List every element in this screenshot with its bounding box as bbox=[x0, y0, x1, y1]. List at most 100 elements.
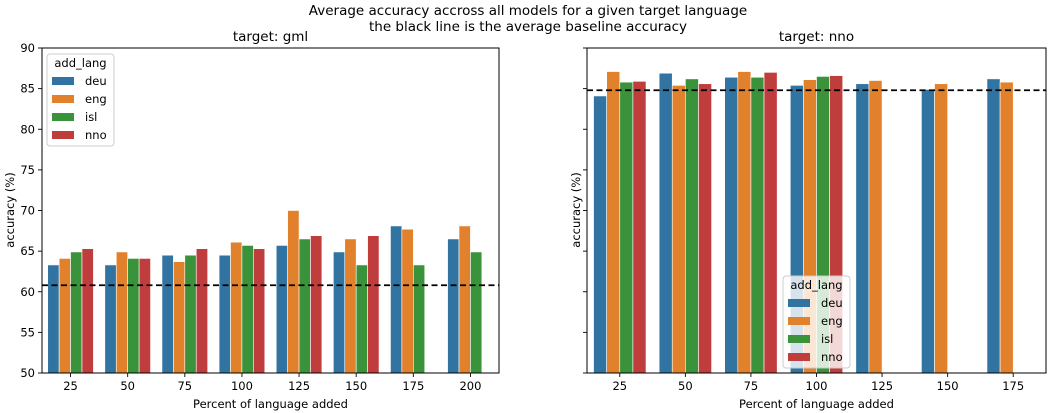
y-tick-label-gml-60: 60 bbox=[20, 285, 35, 299]
bar-gml-isl-125 bbox=[298, 238, 311, 374]
bar-gml-eng-125 bbox=[287, 210, 300, 374]
x-axis-label-gml: Percent of language added bbox=[193, 397, 348, 411]
y-axis-label-gml: accuracy (%) bbox=[3, 172, 17, 247]
bar-nno-deu-50 bbox=[658, 72, 673, 374]
bar-gml-nno-125 bbox=[310, 235, 323, 374]
bar-gml-isl-75 bbox=[184, 254, 197, 374]
bar-gml-deu-25 bbox=[47, 264, 60, 374]
y-axis-label-nno: accuracy (%) bbox=[569, 172, 583, 247]
y-tick-label-gml-55: 55 bbox=[20, 325, 35, 339]
bar-nno-nno-75 bbox=[763, 72, 778, 374]
bar-nno-eng-125 bbox=[868, 80, 883, 374]
bar-nno-nno-25 bbox=[632, 81, 647, 374]
bar-nno-isl-75 bbox=[750, 76, 765, 374]
bar-nno-eng-50 bbox=[671, 85, 686, 374]
panel-title-nno: target: nno bbox=[779, 29, 854, 45]
panel-title-gml: target: gml bbox=[233, 29, 308, 45]
y-tick-label-gml-85: 85 bbox=[20, 82, 35, 96]
legend-label-gml-deu: deu bbox=[85, 74, 107, 88]
x-tick-label-gml-100: 100 bbox=[231, 379, 253, 393]
x-tick-label-nno-100: 100 bbox=[806, 379, 828, 393]
figure-title-line-1: Average accuracy accross all models for … bbox=[309, 3, 747, 19]
x-tick-label-gml-25: 25 bbox=[63, 379, 78, 393]
bar-nno-eng-75 bbox=[737, 71, 752, 374]
y-tick-label-gml-70: 70 bbox=[20, 204, 35, 218]
legend-swatch-gml-eng bbox=[52, 95, 74, 103]
axes-frame-gml bbox=[41, 47, 500, 374]
bar-nno-deu-25 bbox=[593, 95, 607, 374]
legend-title-gml: add_lang bbox=[54, 56, 106, 70]
x-tick-label-gml-175: 175 bbox=[402, 379, 424, 393]
bar-nno-deu-150 bbox=[921, 89, 935, 374]
x-tick-label-nno-75: 75 bbox=[744, 379, 759, 393]
bar-nno-nno-50 bbox=[698, 83, 712, 374]
bar-gml-deu-100 bbox=[218, 254, 231, 374]
legend-label-gml-nno: nno bbox=[85, 128, 107, 142]
bar-gml-isl-150 bbox=[355, 264, 368, 374]
legend-label-nno-isl: isl bbox=[821, 332, 833, 346]
bar-gml-isl-50 bbox=[127, 258, 140, 374]
legend-label-nno-deu: deu bbox=[821, 296, 843, 310]
bar-gml-eng-100 bbox=[230, 241, 243, 374]
x-tick-label-nno-25: 25 bbox=[612, 379, 627, 393]
x-tick-label-nno-50: 50 bbox=[678, 379, 693, 393]
bar-gml-deu-150 bbox=[333, 251, 346, 374]
bar-gml-nno-150 bbox=[367, 235, 380, 374]
bar-gml-eng-25 bbox=[58, 258, 71, 374]
bar-nno-eng-150 bbox=[934, 83, 948, 374]
legend-label-gml-eng: eng bbox=[85, 92, 107, 106]
bars-gml bbox=[47, 210, 483, 374]
bar-nno-eng-25 bbox=[606, 71, 621, 374]
y-tick-label-gml-80: 80 bbox=[20, 122, 35, 136]
ticks-gml: 25 50 75 100 125 150 175 200 50 55 60 65 70 75 80 85 90 bbox=[20, 41, 481, 393]
x-tick-label-gml-125: 125 bbox=[288, 379, 310, 393]
legend-swatch-nno-deu bbox=[788, 299, 810, 307]
bar-gml-eng-75 bbox=[173, 261, 186, 374]
bar-gml-eng-200 bbox=[458, 225, 471, 374]
legend-swatch-gml-nno bbox=[52, 131, 74, 139]
bar-gml-nno-100 bbox=[253, 248, 266, 374]
bar-gml-isl-100 bbox=[241, 245, 254, 374]
bar-nno-deu-175 bbox=[986, 78, 1001, 374]
y-tick-label-gml-65: 65 bbox=[20, 244, 35, 258]
y-tick-label-gml-75: 75 bbox=[20, 163, 35, 177]
bar-gml-isl-200 bbox=[470, 251, 483, 374]
bar-gml-isl-175 bbox=[413, 264, 426, 374]
x-tick-label-gml-200: 200 bbox=[459, 379, 481, 393]
bar-gml-eng-150 bbox=[344, 238, 357, 374]
legend-label-nno-nno: nno bbox=[821, 350, 843, 364]
legend-swatch-nno-isl bbox=[788, 335, 810, 343]
x-axis-label-nno: Percent of language added bbox=[739, 397, 894, 411]
bar-nno-isl-25 bbox=[619, 81, 634, 374]
x-tick-label-nno-175: 175 bbox=[1002, 379, 1024, 393]
bar-gml-deu-50 bbox=[104, 264, 117, 374]
x-tick-label-gml-50: 50 bbox=[120, 379, 135, 393]
bar-gml-deu-75 bbox=[161, 254, 174, 374]
legend-swatch-gml-isl bbox=[52, 113, 74, 121]
bar-nno-deu-125 bbox=[855, 83, 870, 374]
bar-gml-eng-50 bbox=[115, 251, 128, 374]
x-tick-label-gml-150: 150 bbox=[345, 379, 367, 393]
legend-title-nno: add_lang bbox=[790, 278, 842, 292]
bar-nno-deu-75 bbox=[724, 76, 739, 374]
bar-gml-deu-175 bbox=[390, 225, 403, 374]
legend-label-gml-isl: isl bbox=[85, 110, 97, 124]
legend-swatch-gml-deu bbox=[52, 77, 74, 85]
chart-panel-gml: target: gml Percent of language added ac… bbox=[3, 29, 500, 411]
bar-nno-eng-175 bbox=[999, 81, 1014, 374]
x-tick-label-gml-75: 75 bbox=[177, 379, 192, 393]
bar-gml-isl-25 bbox=[70, 251, 83, 374]
x-tick-label-nno-125: 125 bbox=[871, 379, 893, 393]
bar-gml-deu-200 bbox=[447, 238, 460, 374]
bar-nno-isl-50 bbox=[685, 78, 699, 374]
y-tick-label-gml-90: 90 bbox=[20, 41, 35, 55]
chart-panel-nno: target: nno Percent of language added ac… bbox=[569, 29, 1047, 411]
bar-gml-deu-125 bbox=[275, 245, 288, 374]
figure-title-line-2: the black line is the average baseline a… bbox=[369, 19, 687, 35]
axes-frame-nno bbox=[586, 47, 1047, 374]
y-tick-label-gml-50: 50 bbox=[20, 366, 35, 380]
bar-gml-nno-50 bbox=[138, 258, 151, 374]
